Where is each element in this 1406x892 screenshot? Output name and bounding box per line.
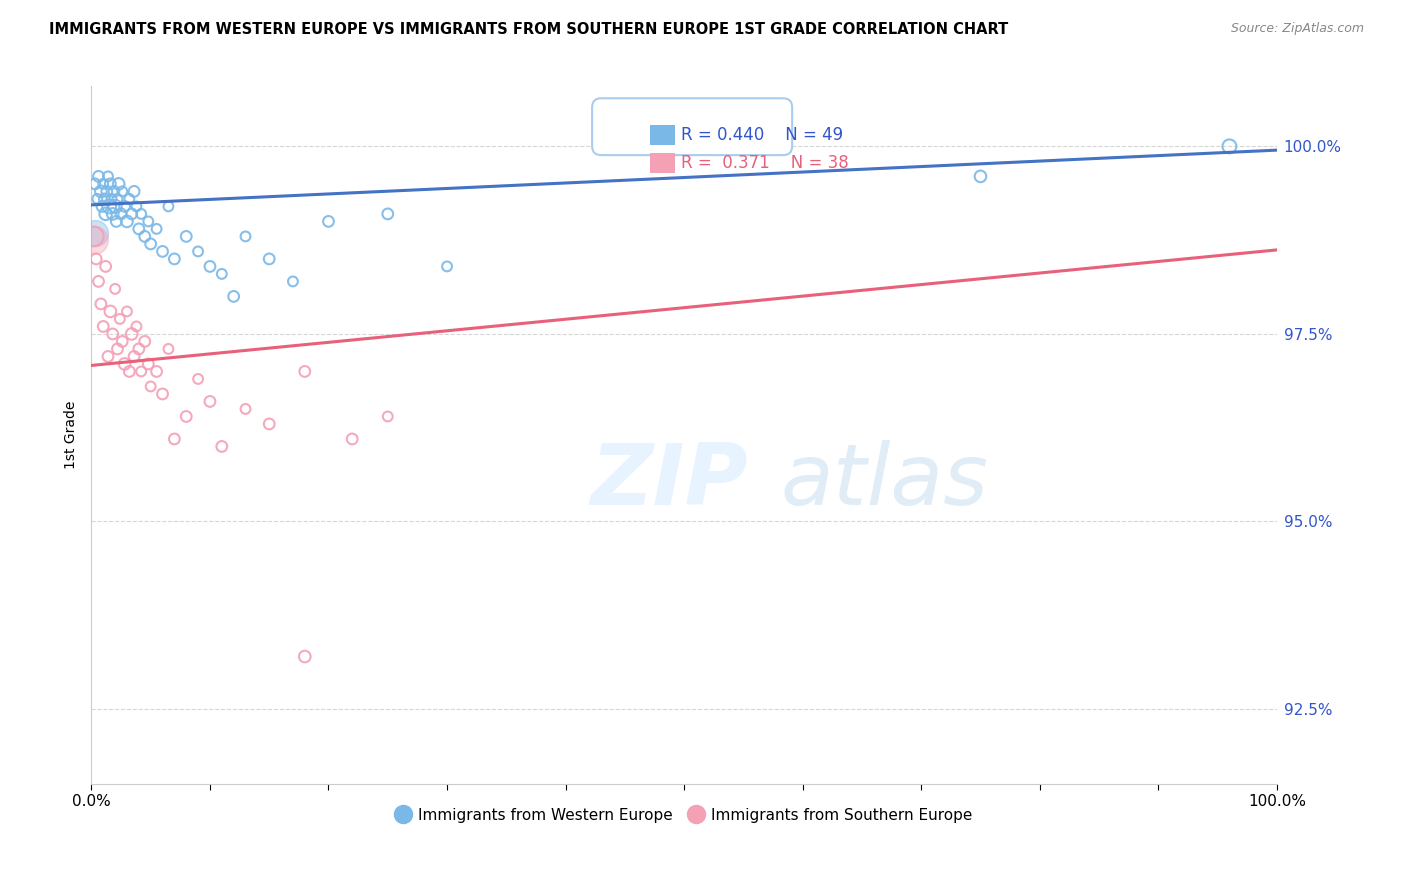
Point [152, 387, 174, 401]
Point [174, 409, 197, 424]
Point [107, 177, 129, 191]
Point [114, 199, 136, 213]
Point [969, 169, 991, 184]
Text: R = 0.440    N = 49: R = 0.440 N = 49 [681, 127, 842, 145]
Point [94, 260, 117, 274]
Point [129, 207, 152, 221]
Point [84, 226, 107, 240]
Point [128, 222, 150, 236]
Point [340, 432, 363, 446]
Point [84, 252, 107, 266]
Point [97, 350, 120, 364]
Point [121, 326, 143, 341]
Point [163, 252, 186, 266]
Point [128, 342, 150, 356]
Point [108, 312, 131, 326]
Point [136, 357, 159, 371]
Point [103, 185, 125, 199]
Point [98, 199, 121, 213]
Point [145, 222, 167, 236]
Point [115, 304, 138, 318]
Point [129, 364, 152, 378]
Y-axis label: 1st Grade: 1st Grade [65, 401, 79, 469]
Point [139, 379, 162, 393]
Point [87, 169, 110, 184]
Point [96, 185, 118, 199]
Point [377, 409, 399, 424]
Point [152, 244, 174, 259]
Point [174, 229, 197, 244]
Point [125, 199, 148, 213]
Point [318, 214, 340, 228]
Point [91, 199, 114, 213]
Point [118, 192, 141, 206]
Point [111, 185, 134, 199]
Point [101, 207, 124, 221]
Point [134, 229, 156, 244]
Point [100, 304, 122, 318]
Point [257, 417, 280, 431]
Point [91, 177, 114, 191]
Point [157, 342, 180, 356]
Point [104, 282, 127, 296]
Point [222, 289, 245, 303]
Legend: Immigrants from Western Europe, Immigrants from Southern Europe: Immigrants from Western Europe, Immigran… [389, 802, 979, 829]
Point [235, 229, 257, 244]
Text: atlas: atlas [780, 440, 988, 524]
Point [187, 244, 209, 259]
Point [83, 229, 105, 244]
Point [377, 207, 399, 221]
Text: R = 0.440    N = 49
R =  0.371    N = 38: R = 0.440 N = 49 R = 0.371 N = 38 [602, 107, 783, 146]
Point [163, 432, 186, 446]
Text: ZIP: ZIP [591, 440, 748, 524]
Point [235, 401, 257, 416]
Point [90, 297, 112, 311]
Point [187, 372, 209, 386]
Point [104, 199, 127, 213]
Point [90, 185, 112, 199]
Point [94, 207, 117, 221]
Point [122, 185, 145, 199]
Point [83, 233, 105, 247]
Point [198, 394, 221, 409]
Point [114, 357, 136, 371]
Point [436, 260, 458, 274]
Point [97, 169, 120, 184]
Point [110, 207, 132, 221]
Point [84, 177, 107, 191]
Point [211, 267, 233, 281]
Point [198, 260, 221, 274]
Point [294, 649, 316, 664]
Text: Source: ZipAtlas.com: Source: ZipAtlas.com [1230, 22, 1364, 36]
Point [115, 214, 138, 228]
Point [136, 214, 159, 228]
Point [121, 207, 143, 221]
Point [93, 192, 115, 206]
Point [101, 326, 124, 341]
Point [100, 177, 122, 191]
Point [157, 199, 180, 213]
Point [122, 350, 145, 364]
Point [111, 334, 134, 349]
Point [139, 236, 162, 251]
Point [105, 214, 128, 228]
Point [294, 364, 316, 378]
Point [134, 334, 156, 349]
Point [91, 319, 114, 334]
Point [145, 364, 167, 378]
Point [125, 319, 148, 334]
Text: IMMIGRANTS FROM WESTERN EUROPE VS IMMIGRANTS FROM SOUTHERN EUROPE 1ST GRADE CORR: IMMIGRANTS FROM WESTERN EUROPE VS IMMIGR… [49, 22, 1008, 37]
Point [100, 192, 122, 206]
Text: R =  0.371    N = 38: R = 0.371 N = 38 [681, 153, 848, 172]
Point [86, 192, 108, 206]
Point [257, 252, 280, 266]
Point [281, 274, 304, 288]
Point [118, 364, 141, 378]
Point [107, 342, 129, 356]
Point [107, 192, 129, 206]
Point [1218, 139, 1240, 153]
Point [87, 274, 110, 288]
Point [211, 440, 233, 454]
